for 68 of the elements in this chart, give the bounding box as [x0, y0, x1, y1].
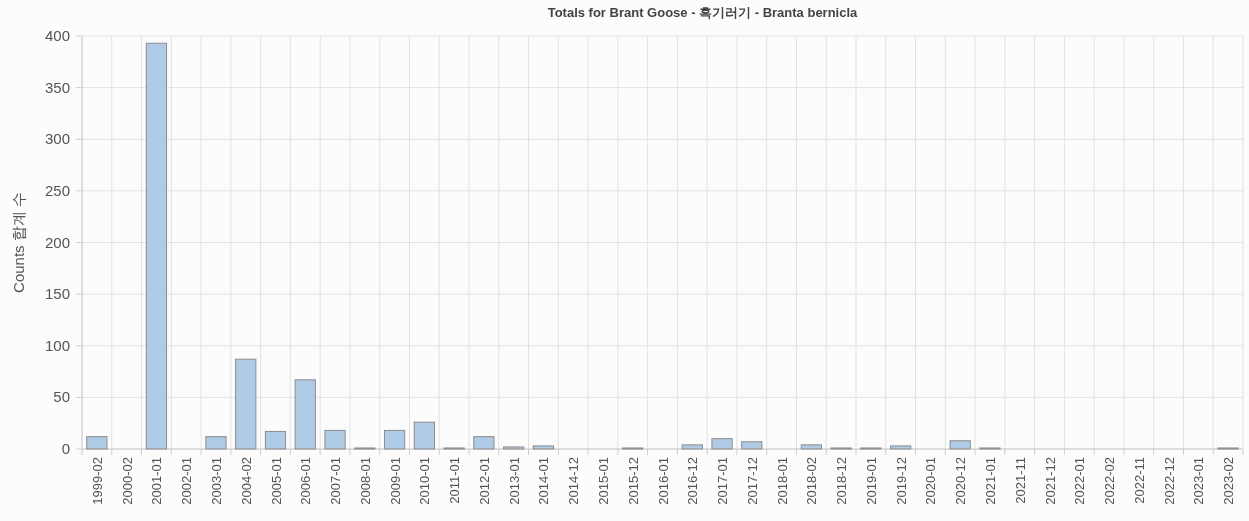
bar — [205, 436, 227, 450]
x-tick-label: 2022-11 — [1131, 457, 1147, 504]
x-tick-label: 2020-12 — [953, 457, 969, 505]
x-tick-label: 2000-02 — [119, 457, 135, 505]
x-tick-label: 2019-12 — [893, 457, 909, 505]
bar — [235, 358, 257, 450]
bar — [264, 430, 287, 450]
x-tick-label: 2007-01 — [328, 457, 344, 505]
x-tick-label: 2003-01 — [208, 457, 224, 505]
x-tick-label: 2018-01 — [774, 457, 790, 505]
x-tick-label: 2018-02 — [804, 457, 820, 505]
x-tick-label: 2016-01 — [655, 457, 671, 505]
x-tick-label: 2021-01 — [982, 457, 998, 505]
x-tick-label: 2012-01 — [476, 457, 492, 505]
y-tick-label: 300 — [44, 130, 70, 148]
x-tick-label: 2001-01 — [149, 457, 165, 505]
x-tick-label: 2021-11 — [1012, 457, 1028, 504]
y-tick-label: 250 — [44, 181, 70, 199]
bar — [413, 421, 435, 450]
x-tick-label: 2005-01 — [268, 457, 284, 505]
x-tick-label: 2022-12 — [1161, 457, 1177, 505]
x-tick-label: 2013-01 — [506, 457, 522, 505]
y-axis-title: Counts 합계 수 — [10, 192, 27, 293]
x-tick-label: 2020-01 — [923, 457, 939, 505]
chart-title: Totals for Brant Goose - 흑기러기 - Branta bernicla — [547, 5, 859, 20]
bar — [473, 436, 495, 450]
y-tick-label: 0 — [61, 440, 70, 457]
x-tick-label: 2004-02 — [238, 457, 254, 505]
bar — [711, 438, 733, 450]
x-tick-label: 2022-02 — [1102, 457, 1118, 505]
y-tick-label: 150 — [44, 285, 70, 303]
x-tick-label: 2015-01 — [595, 457, 611, 505]
x-tick-label: 2010-01 — [417, 457, 433, 505]
x-tick-label: 2023-02 — [1221, 457, 1237, 505]
x-tick-label: 2002-01 — [179, 457, 195, 505]
x-tick-label: 2006-01 — [298, 457, 314, 505]
bar — [741, 441, 763, 450]
bar — [532, 445, 555, 450]
x-tick-label: 2019-01 — [863, 457, 879, 505]
bar — [294, 379, 316, 450]
bar — [86, 436, 108, 450]
bar — [681, 444, 703, 450]
x-tick-label: 2021-12 — [1042, 457, 1058, 505]
x-tick-label: 2017-12 — [744, 457, 760, 505]
x-tick-label: 2015-12 — [625, 457, 641, 505]
x-tick-label: 2014-12 — [566, 457, 582, 505]
bar — [800, 444, 822, 450]
x-tick-label: 1999-02 — [89, 457, 105, 505]
bar — [145, 42, 168, 450]
x-tick-label: 2011-01 — [447, 457, 463, 504]
x-tick-label: 2016-12 — [685, 457, 701, 505]
x-tick-label: 2014-01 — [536, 457, 552, 505]
x-tick-label: 2023-01 — [1191, 457, 1207, 505]
y-tick-label: 50 — [53, 388, 70, 406]
bar — [503, 446, 525, 450]
x-tick-label: 2009-01 — [387, 457, 403, 505]
y-tick-label: 350 — [44, 78, 70, 96]
x-tick-label: 2017-01 — [715, 457, 731, 505]
bar — [383, 429, 406, 450]
y-tick-label: 200 — [44, 233, 70, 251]
bar — [949, 440, 971, 450]
bar — [890, 445, 912, 450]
y-tick-label: 400 — [44, 27, 70, 44]
x-tick-label: 2008-01 — [357, 457, 373, 505]
x-tick-label: 2018-12 — [834, 457, 850, 505]
y-tick-label: 100 — [44, 336, 70, 354]
x-tick-label: 2022-01 — [1072, 457, 1088, 505]
bar — [324, 429, 346, 450]
